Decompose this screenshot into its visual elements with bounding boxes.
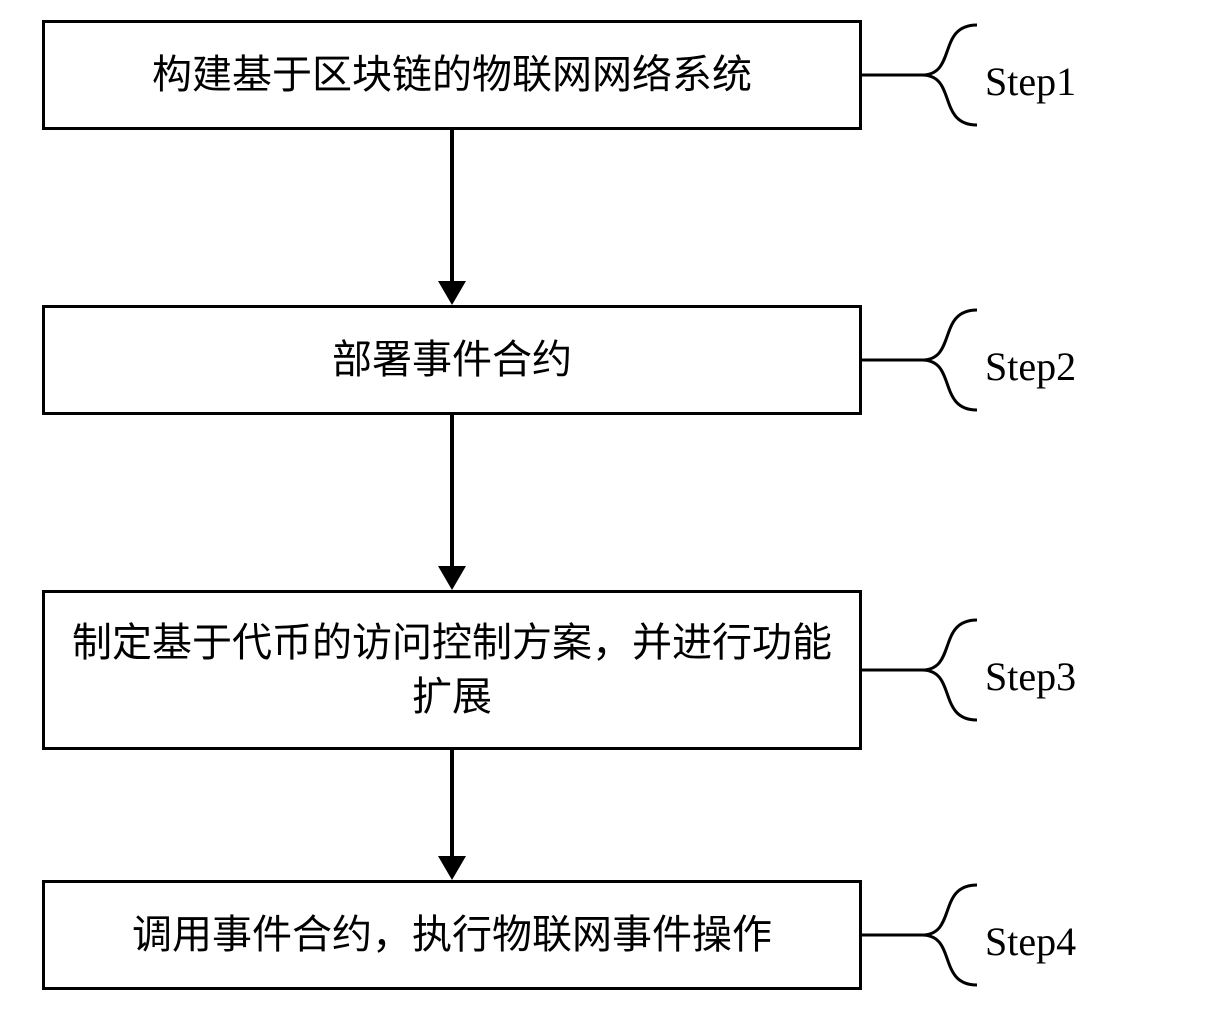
connector-2 — [862, 310, 985, 420]
connector-1 — [862, 25, 985, 135]
arrow-3-4-line — [450, 750, 454, 856]
arrow-2-3-line — [450, 415, 454, 566]
step2-label: Step2 — [985, 343, 1076, 390]
step1-text: 构建基于区块链的物联网网络系统 — [152, 48, 752, 102]
step3-label: Step3 — [985, 653, 1076, 700]
step3-text: 制定基于代币的访问控制方案，并进行功能扩展 — [72, 616, 832, 724]
connector-3 — [862, 620, 985, 730]
step1-label: Step1 — [985, 58, 1076, 105]
connector-4 — [862, 885, 985, 995]
arrow-2-3-head — [438, 566, 466, 590]
step4-label: Step4 — [985, 918, 1076, 965]
step4-box: 调用事件合约，执行物联网事件操作 — [42, 880, 862, 990]
arrow-1-2-line — [450, 130, 454, 281]
arrow-1-2-head — [438, 281, 466, 305]
step2-box: 部署事件合约 — [42, 305, 862, 415]
step1-box: 构建基于区块链的物联网网络系统 — [42, 20, 862, 130]
step3-box: 制定基于代币的访问控制方案，并进行功能扩展 — [42, 590, 862, 750]
arrow-3-4-head — [438, 856, 466, 880]
diagram-canvas: 构建基于区块链的物联网网络系统 部署事件合约 制定基于代币的访问控制方案，并进行… — [0, 0, 1211, 1031]
step4-text: 调用事件合约，执行物联网事件操作 — [132, 908, 772, 962]
step2-text: 部署事件合约 — [332, 333, 572, 387]
